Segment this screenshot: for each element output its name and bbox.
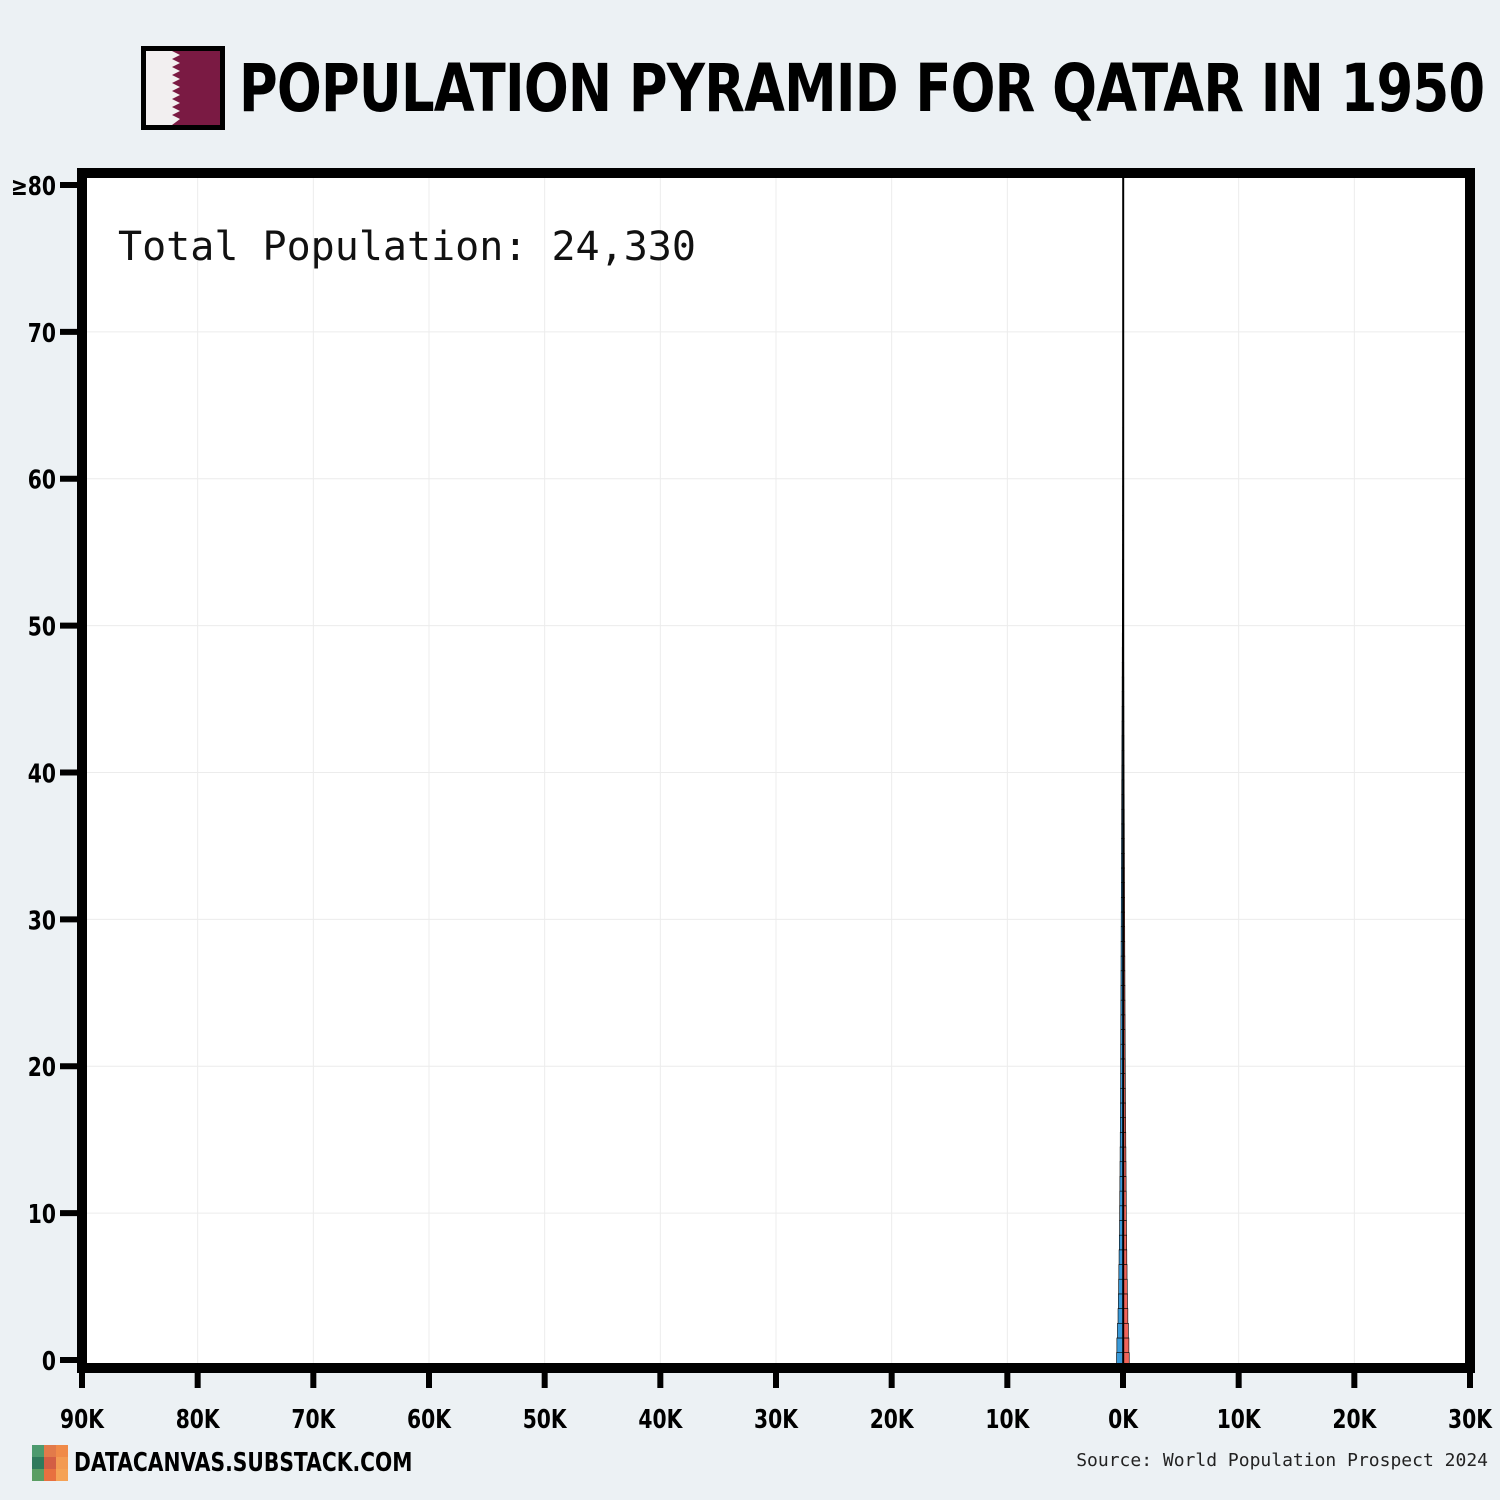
axis-ticks: 90K 80K 70K 60K 50K 40K 30K 20K 10K 0K 10K 20K 30K 0 1… [11,172,1493,1435]
bar-left [1117,1322,1124,1339]
y-tick-label: 70 [28,318,56,348]
qatar-flag-icon [141,46,225,130]
x-tick-label: 60K [407,1405,452,1435]
y-tick-label: 60 [28,465,56,495]
total-population-label: Total Population: 24,330 [118,224,696,270]
x-tick-label: 10K [1217,1405,1262,1435]
x-tick-label: 40K [638,1405,683,1435]
header: POPULATION PYRAMID FOR QATAR IN 1950 [0,38,1500,138]
x-tick-label: 50K [523,1405,568,1435]
source-note: Source: World Population Prospect 2024 [1076,1450,1488,1471]
x-tick-label: 30K [1448,1405,1493,1435]
y-tick-label: 40 [28,759,56,789]
x-tick-label: 20K [870,1405,915,1435]
y-tick-label: 20 [28,1053,56,1083]
bar-left [1116,1337,1124,1353]
y-tick-label: ≥80 [11,172,56,202]
datacanvas-logo-icon [32,1445,68,1481]
y-tick-label: 0 [42,1347,56,1377]
brand: DATACANVAS.SUBSTACK.COM [32,1444,508,1482]
x-tick-label: 90K [60,1405,105,1435]
grid [87,178,1465,1363]
x-tick-label: 80K [176,1405,221,1435]
y-tick-label: 10 [28,1200,56,1230]
y-tick-label: 50 [28,612,56,642]
x-tick-label: 70K [291,1405,336,1435]
x-tick-label: 0K [1108,1405,1139,1435]
y-tick-label: 30 [28,906,56,936]
x-tick-label: 30K [754,1405,799,1435]
brand-text[interactable]: DATACANVAS.SUBSTACK.COM [74,1448,413,1478]
x-tick-label: 10K [985,1405,1030,1435]
x-tick-label: 20K [1332,1405,1377,1435]
